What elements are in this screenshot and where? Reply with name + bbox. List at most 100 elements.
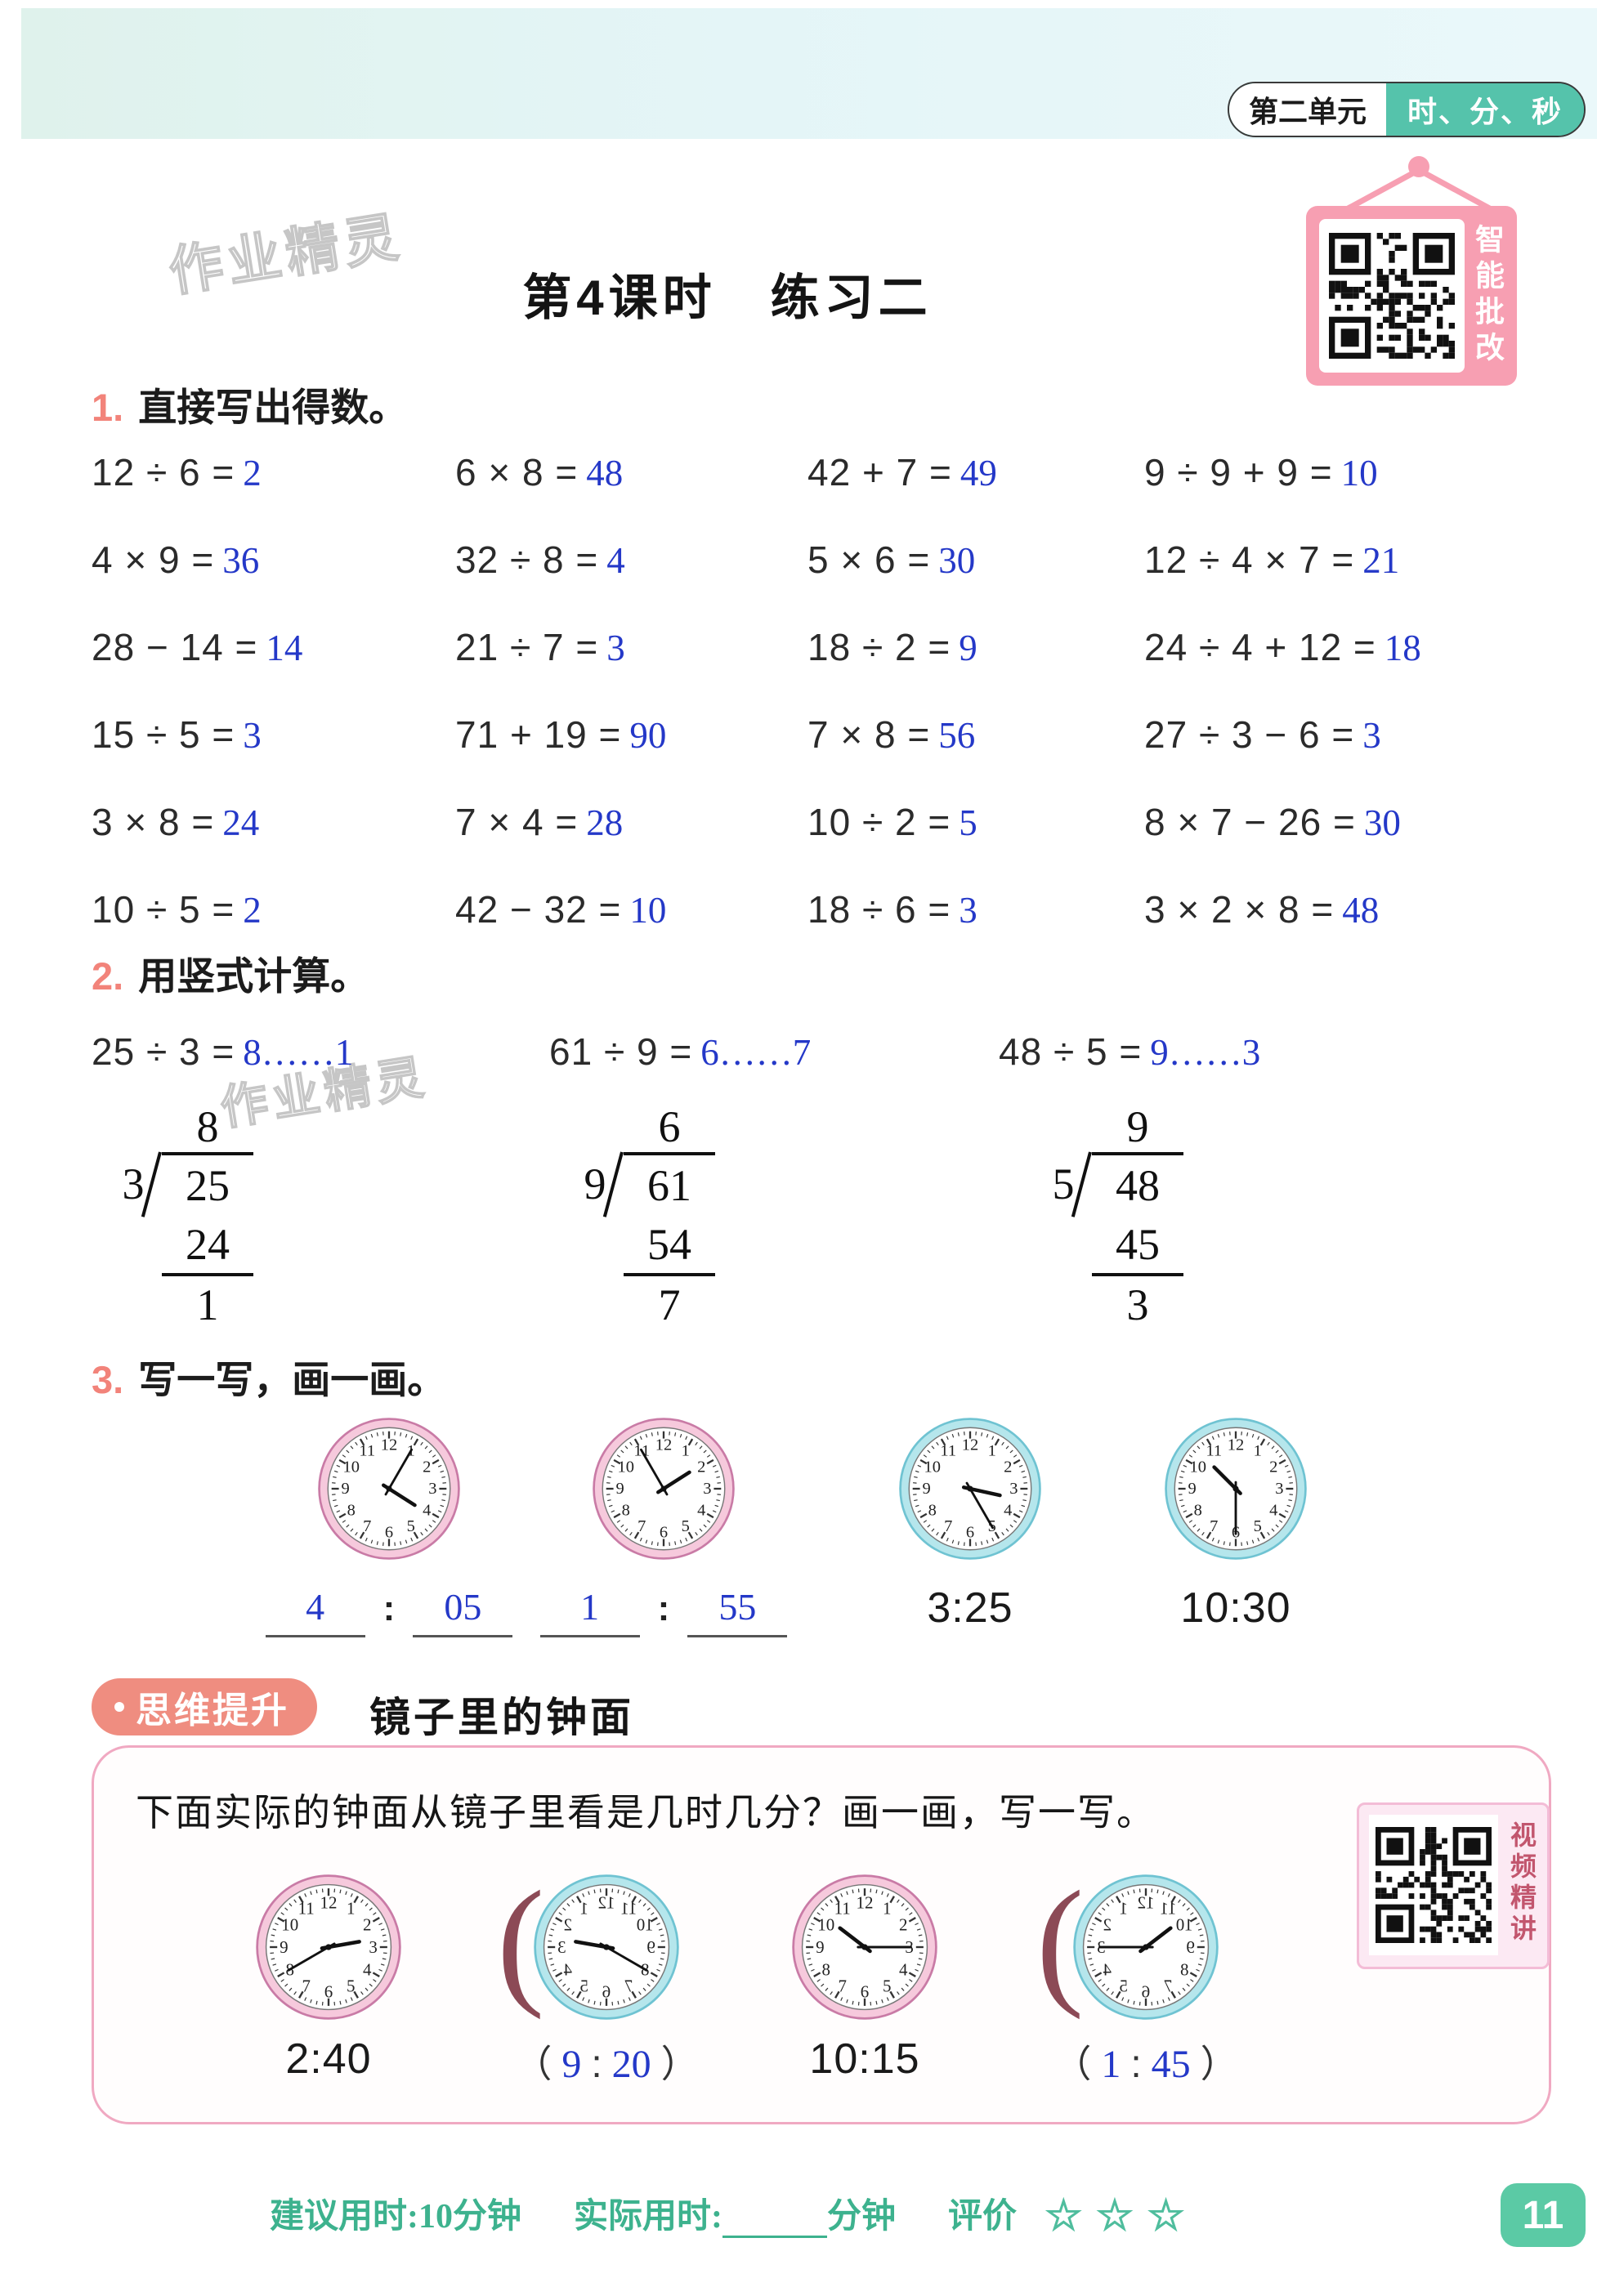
minute-blank[interactable]: 55 [687,1585,788,1637]
problem-cell: 42 − 32 = 10 [455,887,807,931]
problem-expression: 7 × 4 = [455,800,579,843]
section1-heading: 1. 直接写出得数。 [92,376,407,432]
svg-text:6: 6 [602,1982,611,2002]
svg-text:2: 2 [697,1458,705,1476]
svg-text:6: 6 [1142,1982,1150,2002]
svg-text:7: 7 [624,1976,633,1995]
video-lecture-qr-caption: 视频精讲 [1507,1821,1537,1945]
clock: 123456789101112 [897,1416,1043,1566]
product: 54 [624,1219,715,1276]
answer-value: 10 [1340,452,1378,494]
hour-blank[interactable]: 1 [539,1585,640,1637]
problem-expression: 6 × 8 = [455,450,579,494]
smart-grading-qr-code[interactable] [1319,219,1465,373]
answer-value: 28 [586,802,624,843]
paren-close: ） [660,2043,699,2085]
svg-text:3: 3 [1009,1480,1018,1498]
time-answer-blanks: 4:05 [258,1585,520,1637]
svg-text:4: 4 [899,1959,908,1979]
quotient: 6 [658,1102,681,1151]
problem-expression: 18 ÷ 6 = [807,887,951,931]
dividend: 25 [162,1152,253,1219]
actual-time-blank[interactable] [722,2201,827,2238]
answer-value: 9……3 [1150,1032,1261,1073]
clock: 123456789101112 [254,1873,403,2026]
time-label: 10:30 [1180,1584,1291,1632]
problem-expression: 21 ÷ 7 = [455,625,599,668]
problem-expression: 5 × 6 = [807,538,931,581]
problem-row: 28 − 14 = 14 21 ÷ 7 = 3 18 ÷ 2 = 9 24 ÷ 4 + 12… [92,603,1571,690]
svg-text:12: 12 [598,1892,615,1912]
svg-text:7: 7 [637,1517,646,1535]
long-division: 8 3 25 24 1 [114,1101,253,1330]
svg-text:5: 5 [883,1976,891,1995]
svg-text:4: 4 [1004,1502,1012,1520]
problem-cell: 10 ÷ 2 = 5 [807,800,1144,844]
star-icon[interactable]: ☆ [1095,2193,1134,2240]
mirror-answer-label: （1:45） [1007,2035,1285,2088]
clock-face-svg: 123456789101112 [593,1418,735,1560]
mirrored-clock: 123456789101112 [532,1873,681,2026]
svg-text:4: 4 [423,1502,431,1520]
problem-cell: 18 ÷ 6 = 3 [807,887,1144,931]
problem-expression: 4 × 9 = [92,538,215,581]
video-lecture-qr-code[interactable] [1369,1815,1498,1955]
svg-text:5: 5 [682,1517,690,1535]
product: 45 [1092,1219,1183,1276]
problem-expression: 10 ÷ 5 = [92,887,235,931]
problem-cell: 7 × 8 = 56 [807,712,1144,757]
minute-blank[interactable]: 05 [413,1585,513,1637]
problem-expression: 3 × 8 = [92,800,215,843]
quotient: 8 [196,1102,219,1151]
svg-text:2: 2 [1103,1915,1111,1935]
clock: 123456789101112 [316,1416,462,1566]
svg-text:7: 7 [1164,1976,1172,1995]
svg-text:6: 6 [385,1523,393,1541]
problem-cell: 9 ÷ 9 + 9 = 10 [1144,450,1553,494]
problem-cell: 7 × 4 = 28 [455,800,807,844]
svg-text:4: 4 [563,1959,572,1979]
unit-tab: 第二单元 时、分、秒 [1228,82,1586,137]
actual-time-label: 实际用时: [574,2198,722,2236]
svg-text:12: 12 [381,1436,397,1454]
divisor: 5 [1052,1159,1075,1208]
svg-text:9: 9 [922,1480,930,1498]
vertical-form-problem: 61 ÷ 9 = 6……7 [549,1030,811,1074]
svg-text:10: 10 [924,1458,941,1476]
problem-expression: 28 − 14 = [92,625,258,668]
rating-stars: ☆ ☆ ☆ [1031,2195,1185,2238]
answer-value: 49 [960,452,997,494]
problem-expression: 18 ÷ 2 = [807,625,951,668]
problem-cell: 10 ÷ 5 = 2 [92,887,455,931]
problem-cell: 5 × 6 = 30 [807,538,1144,582]
clock: 123456789101112 [1163,1416,1308,1566]
svg-text:2: 2 [1004,1458,1012,1476]
answer-value: 3 [1362,714,1381,756]
svg-text:7: 7 [363,1517,371,1535]
svg-text:12: 12 [1138,1892,1155,1912]
remainder: 3 [1126,1280,1149,1329]
answer-value: 24 [222,802,260,843]
svg-text:6: 6 [660,1523,668,1541]
star-icon[interactable]: ☆ [1045,2193,1083,2240]
answer-value: 3 [606,627,625,668]
division-bracket-row: 5 48 [1045,1151,1183,1219]
hour-answer: 1 [1101,2043,1121,2086]
svg-text:11: 11 [940,1442,956,1460]
remainder: 1 [196,1280,219,1329]
dividend: 48 [1092,1152,1183,1219]
svg-text:3: 3 [1275,1480,1283,1498]
hour-answer: 9 [561,2043,582,2086]
star-icon[interactable]: ☆ [1147,2193,1185,2240]
answer-value: 6……7 [700,1032,812,1073]
svg-text:1: 1 [682,1442,690,1460]
svg-text:4: 4 [1269,1502,1277,1520]
minute-answer: 20 [611,2043,651,2086]
clock-face-svg: 123456789101112 [318,1418,460,1560]
problem-expression: 42 + 7 = [807,450,952,494]
divisor: 9 [584,1159,606,1208]
svg-text:11: 11 [620,1899,637,1919]
footer: 建议用时:10分钟 实际用时: 分钟 评价 ☆ ☆ ☆ [270,2188,1185,2238]
hour-blank[interactable]: 4 [265,1585,365,1637]
svg-text:8: 8 [821,1959,830,1979]
